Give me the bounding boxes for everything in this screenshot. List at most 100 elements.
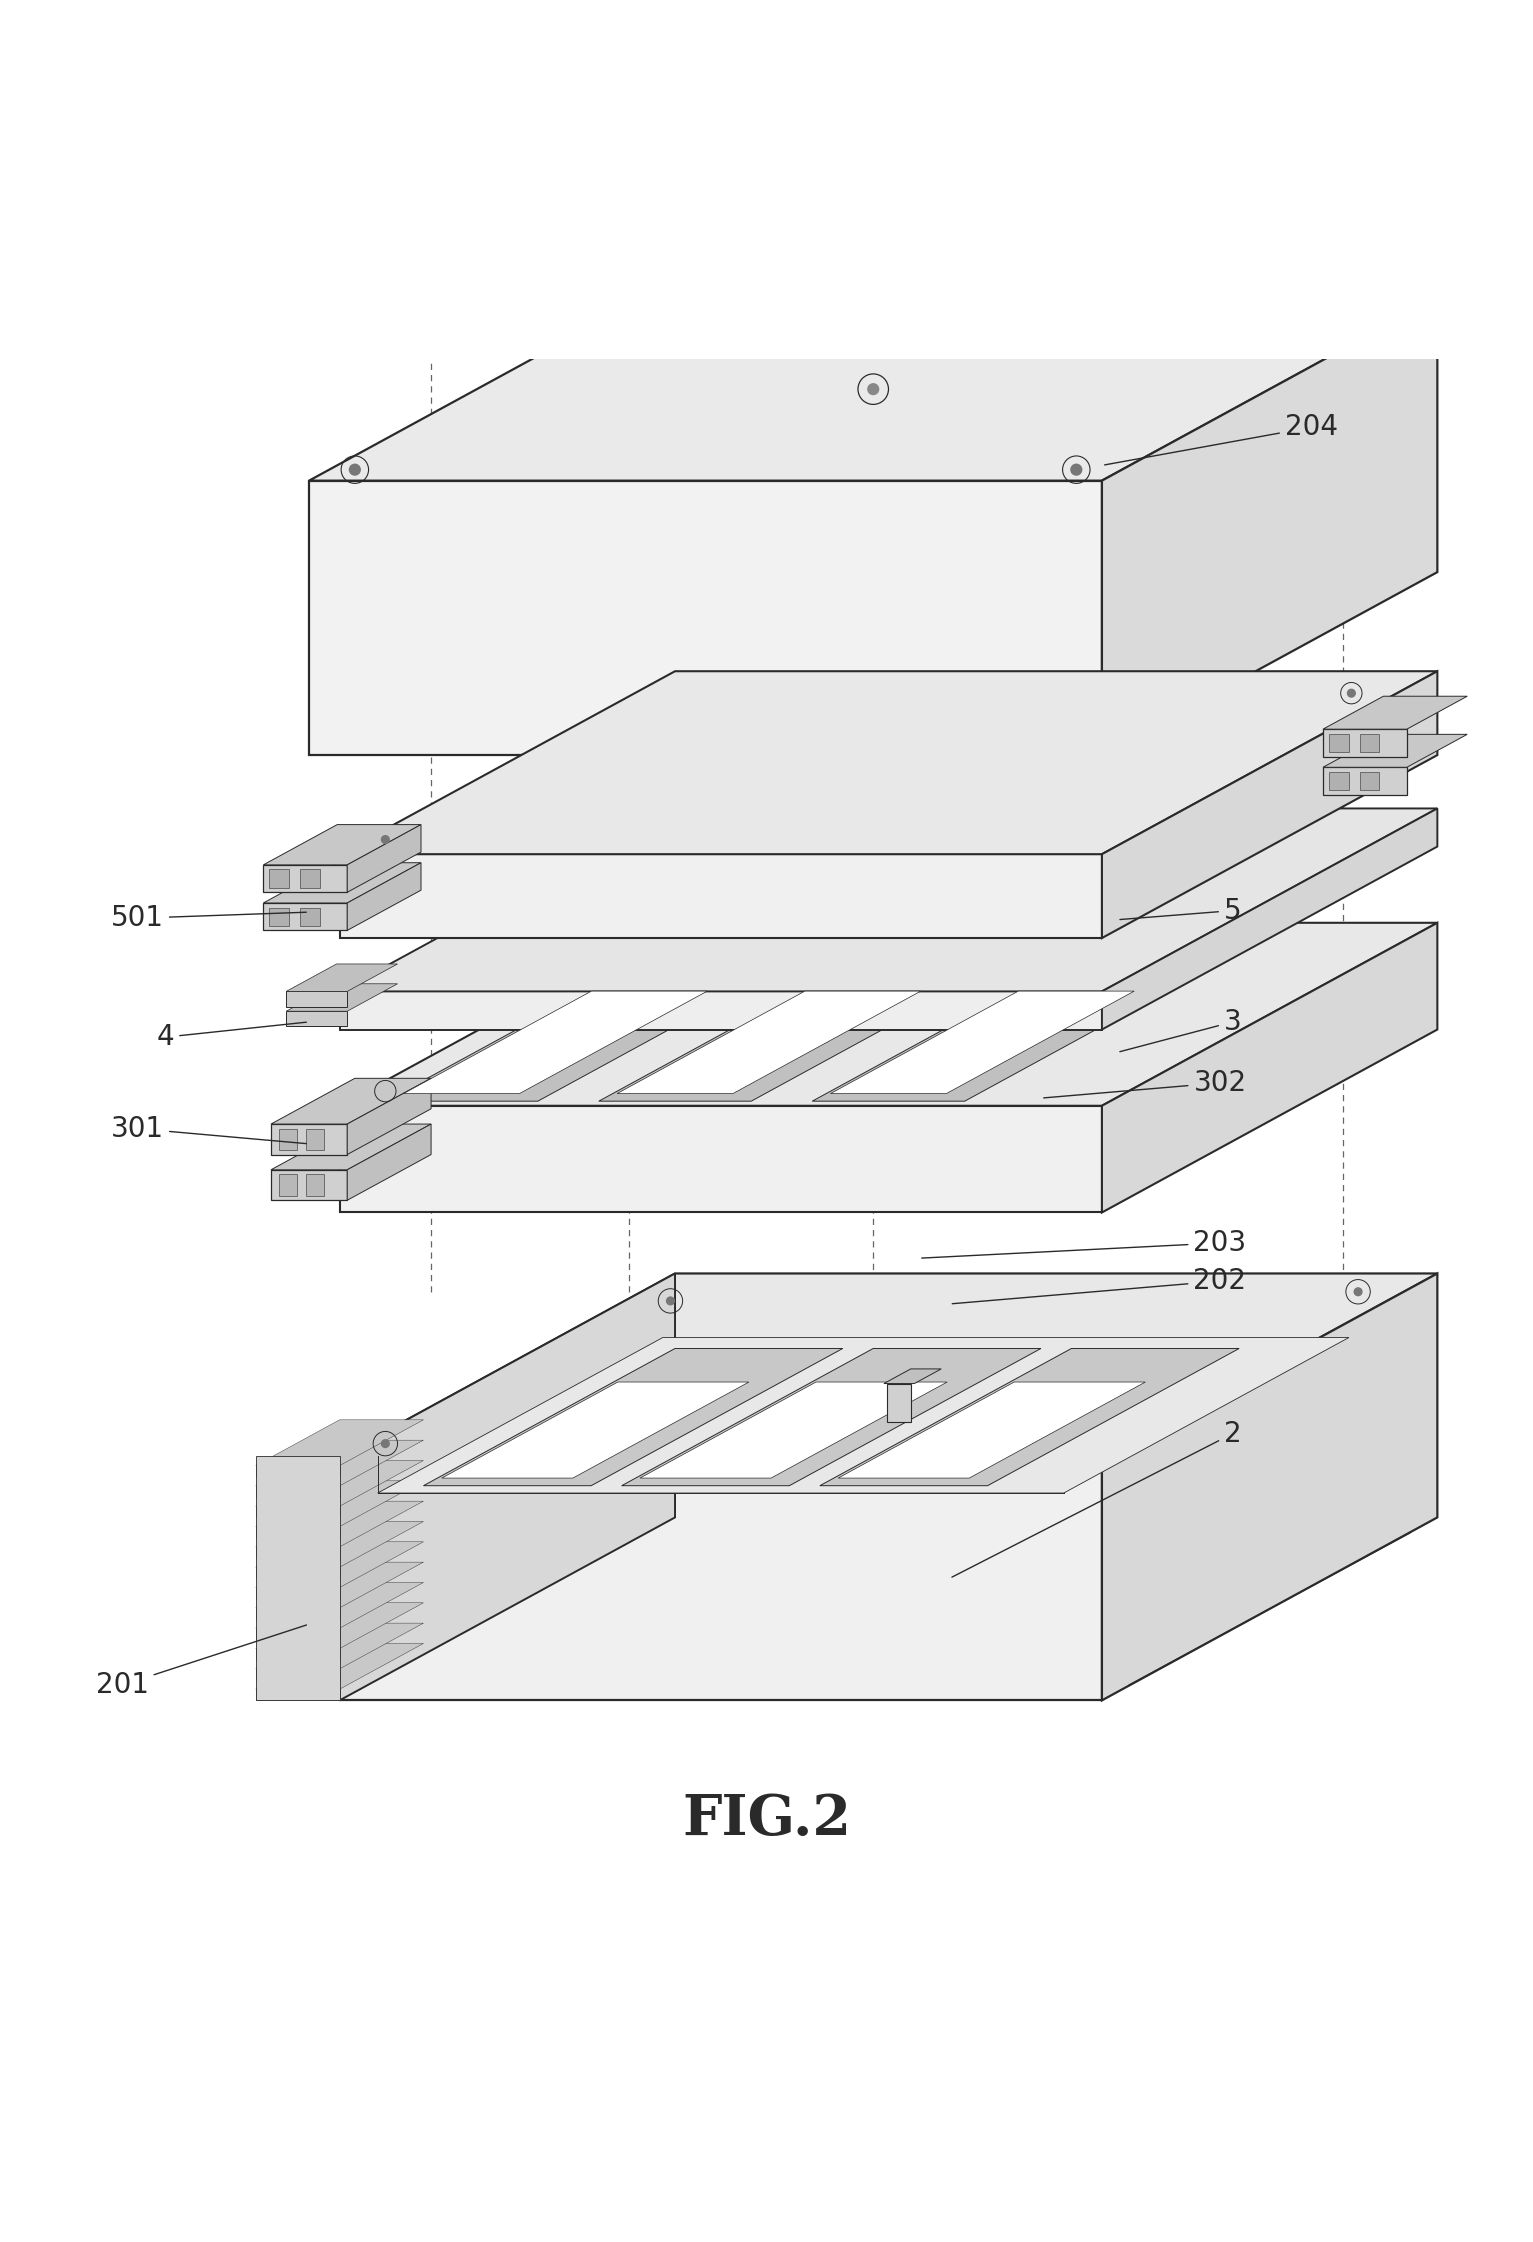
Polygon shape [271, 1123, 346, 1155]
Polygon shape [1329, 733, 1349, 751]
Polygon shape [300, 908, 320, 926]
Polygon shape [256, 1688, 340, 1699]
Polygon shape [256, 1648, 340, 1659]
Polygon shape [340, 1273, 675, 1699]
Polygon shape [639, 1381, 947, 1477]
Circle shape [348, 464, 360, 475]
Polygon shape [1102, 670, 1438, 937]
Polygon shape [1323, 767, 1407, 794]
Polygon shape [310, 298, 1438, 480]
Polygon shape [1102, 1273, 1438, 1699]
Polygon shape [256, 1507, 340, 1518]
Polygon shape [340, 670, 1438, 854]
Text: 501: 501 [110, 904, 307, 933]
Circle shape [380, 1439, 389, 1448]
Polygon shape [256, 1522, 423, 1567]
Polygon shape [812, 955, 1233, 1101]
Polygon shape [340, 854, 1102, 937]
Polygon shape [310, 480, 1102, 756]
Polygon shape [1323, 729, 1407, 756]
Polygon shape [820, 1347, 1239, 1486]
Circle shape [868, 383, 880, 395]
Polygon shape [300, 870, 320, 888]
Polygon shape [340, 924, 1438, 1105]
Text: 204: 204 [1105, 413, 1338, 464]
Text: 3: 3 [1121, 1009, 1242, 1051]
Polygon shape [423, 1347, 843, 1486]
Circle shape [1354, 1287, 1363, 1296]
Polygon shape [1360, 771, 1380, 789]
Circle shape [665, 1296, 675, 1305]
Polygon shape [256, 1563, 423, 1608]
Polygon shape [256, 1643, 423, 1688]
Polygon shape [618, 991, 921, 1094]
Polygon shape [271, 1078, 431, 1123]
Polygon shape [885, 1370, 941, 1383]
Text: 4: 4 [156, 1022, 307, 1051]
Polygon shape [831, 991, 1134, 1094]
Text: 302: 302 [1044, 1069, 1246, 1099]
Polygon shape [346, 1123, 431, 1199]
Polygon shape [256, 1502, 423, 1547]
Polygon shape [839, 1381, 1145, 1477]
Text: 203: 203 [921, 1229, 1246, 1258]
Polygon shape [256, 1628, 340, 1639]
Polygon shape [385, 955, 806, 1101]
Circle shape [644, 314, 656, 325]
Circle shape [1070, 464, 1082, 475]
Text: 202: 202 [952, 1267, 1246, 1305]
Polygon shape [403, 991, 707, 1094]
Polygon shape [256, 1457, 340, 1699]
Polygon shape [256, 1587, 340, 1599]
Polygon shape [256, 1567, 340, 1578]
Polygon shape [256, 1623, 423, 1668]
Polygon shape [340, 1457, 1102, 1699]
Polygon shape [1323, 735, 1467, 767]
Polygon shape [340, 1105, 1102, 1213]
Polygon shape [888, 1383, 911, 1421]
Polygon shape [346, 863, 422, 930]
Polygon shape [1323, 697, 1467, 729]
Polygon shape [1360, 733, 1380, 751]
Polygon shape [256, 1668, 340, 1679]
Polygon shape [1102, 298, 1438, 756]
Polygon shape [256, 1486, 340, 1498]
Polygon shape [340, 991, 1102, 1029]
Polygon shape [1102, 924, 1438, 1213]
Polygon shape [287, 984, 397, 1011]
Polygon shape [256, 1547, 340, 1558]
Polygon shape [264, 863, 422, 904]
Polygon shape [346, 825, 422, 892]
Polygon shape [256, 1608, 340, 1619]
Polygon shape [270, 908, 290, 926]
Polygon shape [271, 1170, 346, 1199]
Polygon shape [287, 991, 346, 1007]
Polygon shape [279, 1175, 297, 1195]
Text: 2: 2 [952, 1419, 1242, 1576]
Text: 201: 201 [95, 1625, 307, 1699]
Polygon shape [279, 1128, 297, 1150]
Circle shape [380, 834, 389, 845]
Polygon shape [340, 1273, 1438, 1457]
Polygon shape [287, 964, 397, 991]
Polygon shape [256, 1439, 423, 1486]
Polygon shape [270, 870, 290, 888]
Polygon shape [256, 1583, 423, 1628]
Polygon shape [346, 1078, 431, 1155]
Polygon shape [622, 1347, 1041, 1486]
Text: 301: 301 [110, 1114, 307, 1143]
Polygon shape [256, 1466, 340, 1477]
Polygon shape [599, 955, 1019, 1101]
Polygon shape [256, 1603, 423, 1648]
Polygon shape [256, 1460, 423, 1507]
Polygon shape [264, 865, 346, 892]
Polygon shape [307, 1128, 325, 1150]
Polygon shape [442, 1381, 750, 1477]
Polygon shape [264, 825, 422, 865]
Text: 5: 5 [1121, 897, 1242, 924]
Polygon shape [1329, 771, 1349, 789]
Polygon shape [256, 1480, 423, 1527]
Polygon shape [256, 1527, 340, 1538]
Text: FIG.2: FIG.2 [682, 1791, 851, 1847]
Polygon shape [256, 1542, 423, 1587]
